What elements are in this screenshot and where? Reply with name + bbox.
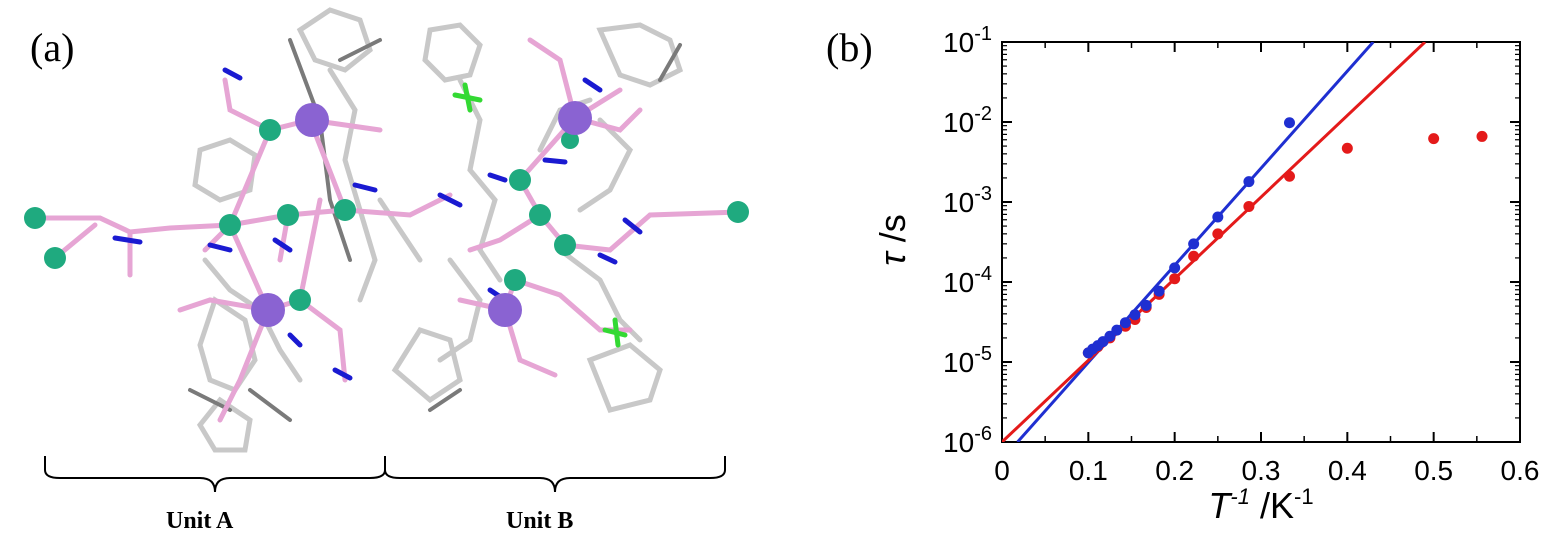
data-point-1 bbox=[1341, 142, 1353, 154]
data-points bbox=[1082, 117, 1488, 359]
data-point-0 bbox=[1243, 176, 1255, 188]
y-tick-label: 10-6 bbox=[943, 423, 992, 458]
y-axis-title: τ /s bbox=[872, 214, 913, 265]
plot-frame bbox=[1001, 41, 1521, 443]
x-tick-label: 0 bbox=[994, 455, 1010, 486]
data-point-0 bbox=[1188, 238, 1200, 250]
data-point-1 bbox=[1476, 130, 1488, 142]
unit-b-label: Unit B bbox=[506, 508, 574, 534]
data-point-0 bbox=[1169, 262, 1181, 274]
data-point-1 bbox=[1188, 250, 1200, 262]
data-point-1 bbox=[1169, 273, 1181, 285]
data-point-1 bbox=[1283, 170, 1295, 182]
x-tick-label: 0.6 bbox=[1501, 455, 1540, 486]
panel-a-label: (a) bbox=[30, 25, 75, 70]
fit-lines bbox=[1002, 42, 1427, 442]
x-tick-label: 0.4 bbox=[1328, 455, 1367, 486]
data-point-0 bbox=[1140, 299, 1152, 311]
x-tick-label: 0.1 bbox=[1069, 455, 1108, 486]
molecular-structure bbox=[24, 7, 749, 453]
data-point-1 bbox=[1243, 200, 1255, 212]
data-point-0 bbox=[1119, 317, 1131, 329]
data-point-0 bbox=[1212, 211, 1224, 223]
x-tick-label: 0.2 bbox=[1155, 455, 1194, 486]
y-tick-label: 10-4 bbox=[943, 263, 992, 298]
unit-brackets bbox=[44, 456, 726, 493]
y-axis-ticks: 10-6 10-5 10-4 10-3 10-2 10-1 bbox=[943, 23, 1520, 458]
data-point-1 bbox=[1212, 228, 1224, 240]
x-tick-label: 0.3 bbox=[1242, 455, 1281, 486]
data-point-0 bbox=[1283, 117, 1295, 129]
x-axis-title: T-1 /K-1 bbox=[1208, 484, 1313, 526]
x-tick-label: 0.5 bbox=[1414, 455, 1453, 486]
data-point-0 bbox=[1153, 285, 1165, 297]
y-tick-label: 10-1 bbox=[943, 23, 992, 58]
data-point-0 bbox=[1111, 324, 1123, 336]
data-point-0 bbox=[1129, 309, 1141, 321]
unit-a-label: Unit A bbox=[166, 508, 234, 534]
atoms-group bbox=[24, 101, 749, 327]
data-point-1 bbox=[1428, 133, 1440, 145]
y-tick-label: 10-3 bbox=[943, 183, 992, 218]
relaxation-time-chart: 0 0.1 0.2 0.3 0.4 0.5 0.6 10-6 10-5 10-4 10-3 10-2… bbox=[872, 23, 1539, 526]
y-tick-label: 10-5 bbox=[943, 343, 992, 378]
x-axis-ticks: 0 0.1 0.2 0.3 0.4 0.5 0.6 bbox=[994, 42, 1539, 486]
y-tick-label: 10-2 bbox=[943, 103, 992, 138]
fit-line-1 bbox=[1002, 42, 1427, 442]
panel-b-label: (b) bbox=[826, 25, 873, 70]
